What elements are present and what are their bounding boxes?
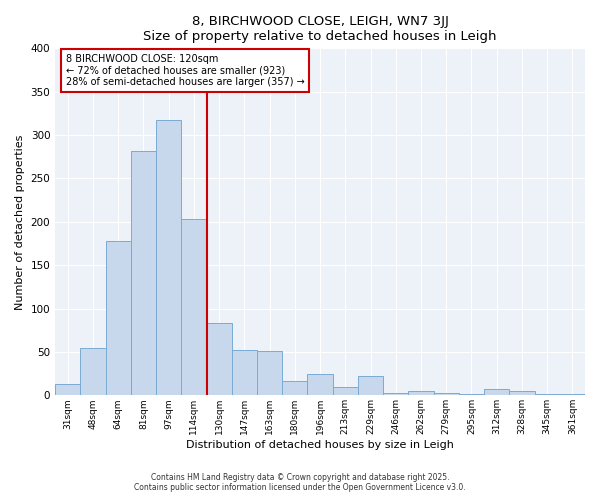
Bar xyxy=(232,350,257,396)
Bar xyxy=(181,219,206,396)
Bar xyxy=(434,392,459,396)
Bar xyxy=(80,348,106,396)
Bar xyxy=(409,391,434,396)
Bar xyxy=(484,389,509,396)
Bar xyxy=(560,394,585,396)
Bar xyxy=(106,241,131,396)
Bar xyxy=(206,324,232,396)
Bar xyxy=(156,120,181,396)
Bar xyxy=(307,374,332,396)
Bar xyxy=(535,394,560,396)
Bar xyxy=(358,376,383,396)
Y-axis label: Number of detached properties: Number of detached properties xyxy=(15,134,25,310)
Bar xyxy=(257,351,282,396)
Bar xyxy=(131,150,156,396)
Bar xyxy=(509,391,535,396)
Text: Contains HM Land Registry data © Crown copyright and database right 2025.
Contai: Contains HM Land Registry data © Crown c… xyxy=(134,473,466,492)
Bar xyxy=(332,388,358,396)
Bar xyxy=(459,394,484,396)
Title: 8, BIRCHWOOD CLOSE, LEIGH, WN7 3JJ
Size of property relative to detached houses : 8, BIRCHWOOD CLOSE, LEIGH, WN7 3JJ Size … xyxy=(143,15,497,43)
Bar xyxy=(55,384,80,396)
Bar xyxy=(383,392,409,396)
Text: 8 BIRCHWOOD CLOSE: 120sqm
← 72% of detached houses are smaller (923)
28% of semi: 8 BIRCHWOOD CLOSE: 120sqm ← 72% of detac… xyxy=(66,54,305,86)
Bar xyxy=(282,382,307,396)
X-axis label: Distribution of detached houses by size in Leigh: Distribution of detached houses by size … xyxy=(186,440,454,450)
